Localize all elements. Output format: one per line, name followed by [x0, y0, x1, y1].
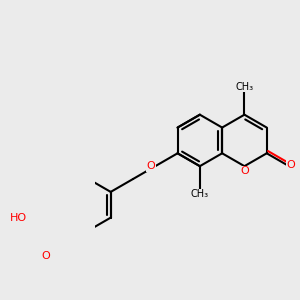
Text: CH₃: CH₃	[236, 82, 253, 92]
Text: O: O	[287, 160, 296, 170]
Text: HO: HO	[10, 213, 27, 223]
Text: O: O	[146, 161, 155, 171]
Text: O: O	[240, 166, 249, 176]
Text: O: O	[42, 251, 50, 261]
Text: CH₃: CH₃	[191, 189, 209, 199]
